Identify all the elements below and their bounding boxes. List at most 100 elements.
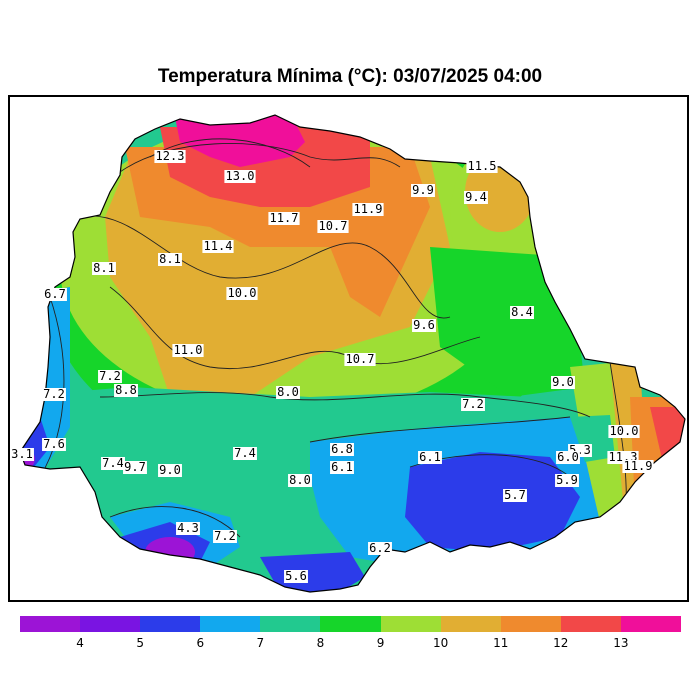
map-temperature-label: 10.0: [228, 286, 257, 300]
map-label-box: [42, 388, 66, 401]
map-temperature-label: 6.1: [331, 460, 353, 474]
map-label-box: [114, 384, 138, 397]
map-temperature-label: 8.8: [115, 383, 137, 397]
legend-color-cell: [80, 616, 141, 632]
map-label-box: [352, 203, 384, 216]
map-temperature-label: 11.9: [624, 459, 653, 473]
map-title: Temperatura Mínima (°C): 03/07/2025 04:0…: [157, 66, 543, 87]
map-label-box: [556, 451, 580, 464]
map-temperature-label: 7.4: [102, 456, 124, 470]
map-label-box: [42, 438, 66, 451]
legend-tick-label: 7: [256, 636, 265, 650]
map-label-box: [158, 464, 182, 477]
temperature-bands: [20, 115, 685, 592]
map-temperature-label: 9.9: [412, 183, 434, 197]
map-temperature-label: 11.9: [354, 202, 383, 216]
map-temperature-label: 10.0: [610, 424, 639, 438]
map-temperature-label: 10.7: [346, 352, 375, 366]
map-label-box: [98, 370, 122, 383]
map-label-box: [288, 474, 312, 487]
map-label-box: [202, 240, 234, 253]
map-label-box: [43, 288, 67, 301]
map-temperature-label: 7.2: [43, 387, 65, 401]
map-label-box: [224, 170, 256, 183]
legend-color-cell: [560, 616, 622, 632]
map-temperature-label: 6.8: [331, 442, 353, 456]
map-temperature-label: 7.2: [99, 369, 121, 383]
map-temperature-label: 8.1: [93, 261, 115, 275]
map-label-box: [608, 425, 640, 438]
map-temperature-label: 7.2: [214, 529, 236, 543]
map-label-box: [92, 262, 116, 275]
map-label-box: [123, 461, 147, 474]
map-temperature-label: 8.0: [289, 473, 311, 487]
legend-tick-label: 6: [196, 636, 205, 650]
map-temperature-label: 11.7: [270, 211, 299, 225]
map-temperature-label: 3.1: [11, 447, 33, 461]
map-label-box: [268, 212, 300, 225]
map-label-box: [330, 461, 354, 474]
legend-color-cell: [140, 616, 201, 632]
map-label-box: [276, 386, 300, 399]
map-temperature-label: 9.6: [413, 318, 435, 332]
color-legend: [20, 616, 682, 632]
map-temperature-label: 7.4: [234, 446, 256, 460]
map-temperature-label: 8.0: [277, 385, 299, 399]
legend-color-cell: [200, 616, 261, 632]
map-temperature-label: 6.2: [369, 541, 391, 555]
map-label-box: [466, 160, 498, 173]
map-label-box: [555, 474, 579, 487]
legend-tick-label: 13: [613, 636, 629, 650]
temperature-map: 12.3 13.0 11.5 9.9 9.4 11.7 10.7 11.9 11.4 8.1 8.1…: [10, 114, 686, 593]
legend-color-cell: [620, 616, 682, 632]
map-label-box: [461, 398, 485, 411]
map-label-box: [503, 489, 527, 502]
map-temperature-label: 6.1: [419, 450, 441, 464]
map-temperature-label: 11.5: [468, 159, 497, 173]
map-label-box: [317, 220, 349, 233]
map-label-box: [510, 306, 534, 319]
map-temperature-label: 6.7: [44, 287, 66, 301]
map-temperature-label: 5.9: [556, 473, 578, 487]
map-temperature-label: 13.0: [226, 169, 255, 183]
map-temperature-label: 8.1: [159, 252, 181, 266]
map-temperature-label: 9.0: [159, 463, 181, 477]
map-label-box: [284, 570, 308, 583]
legend-color-cell: [20, 616, 81, 632]
map-label-box: [213, 530, 237, 543]
map-temperature-label: 12.3: [156, 149, 185, 163]
map-label-box: [411, 184, 435, 197]
map-temperature-label: 7.6: [43, 437, 65, 451]
map-temperature-label: 7.2: [462, 397, 484, 411]
map-label-box: [172, 344, 204, 357]
map-temperature-label: 8.4: [511, 305, 533, 319]
map-temperature-label: 5.7: [504, 488, 526, 502]
map-label-box: [344, 353, 376, 366]
map-label-box: [330, 443, 354, 456]
legend-color-cell: [380, 616, 442, 632]
legend-color-cell: [440, 616, 502, 632]
legend-color-cell: [320, 616, 382, 632]
map-label-box: [368, 542, 392, 555]
map-value-labels: 12.3 13.0 11.5 9.9 9.4 11.7 10.7 11.9 11.4 8.1 8.1…: [10, 149, 654, 583]
legend-tick-label: 4: [76, 636, 84, 650]
map-label-box: [418, 451, 442, 464]
legend-color-cell: [260, 616, 321, 632]
map-temperature-label: 5.6: [285, 569, 307, 583]
map-label-box: [158, 253, 182, 266]
map-temperature-label: 9.4: [465, 190, 487, 204]
map-label-box: [10, 448, 34, 461]
legend-color-cell: [500, 616, 562, 632]
map-temperature-label: 6.0: [557, 450, 579, 464]
map-label-box: [226, 287, 258, 300]
legend-tick-label: 8: [316, 636, 325, 650]
map-label-box: [551, 376, 575, 389]
map-label-box: [101, 457, 125, 470]
map-label-box: [412, 319, 436, 332]
legend-tick-label: 12: [553, 636, 569, 650]
map-temperature-label: 10.7: [319, 219, 348, 233]
map-label-box: [233, 447, 257, 460]
map-temperature-label: 11.4: [204, 239, 233, 253]
map-temperature-label: 11.0: [174, 343, 203, 357]
map-temperature-label: 9.7: [124, 460, 146, 474]
